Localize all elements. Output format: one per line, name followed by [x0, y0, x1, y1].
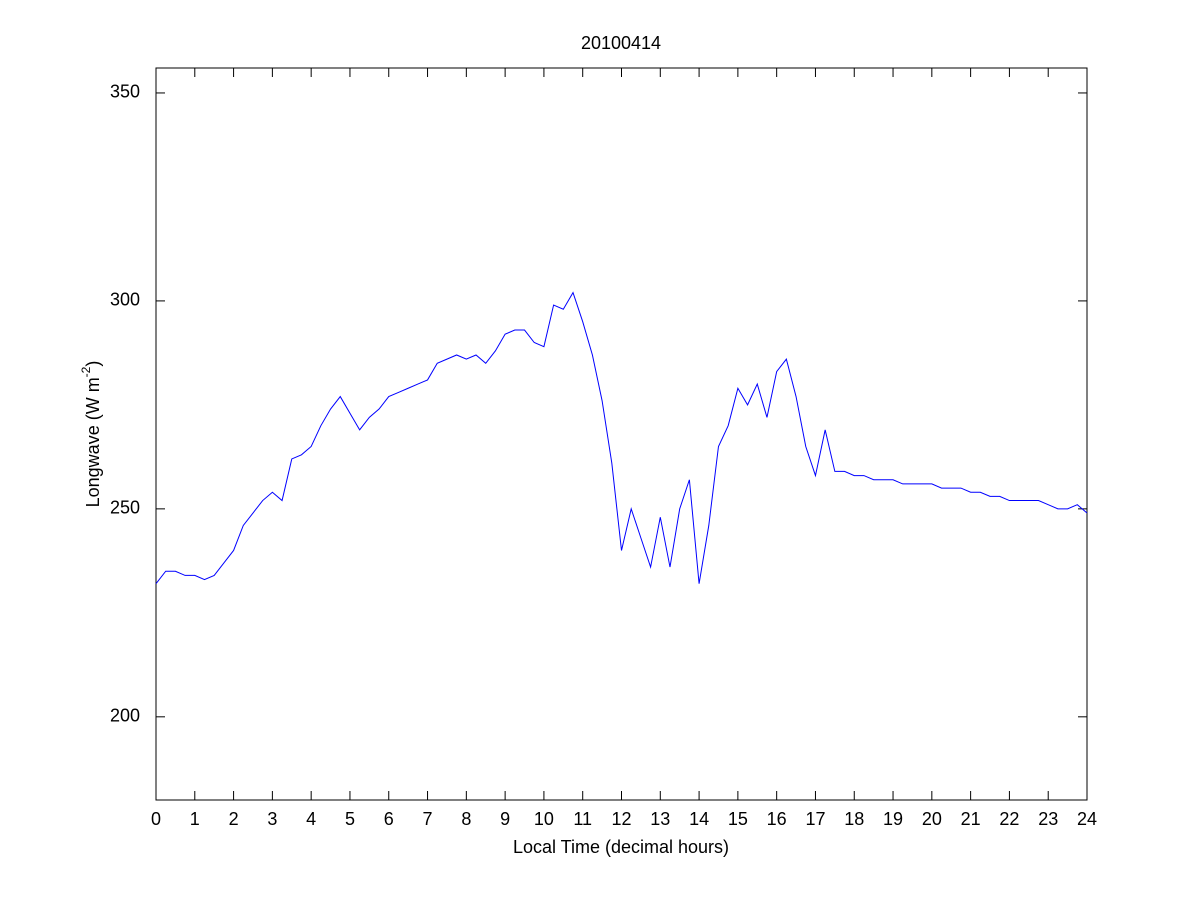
y-tick-label: 250 — [110, 498, 140, 518]
x-tick-label: 24 — [1077, 809, 1097, 829]
x-tick-label: 3 — [267, 809, 277, 829]
x-tick-label: 13 — [650, 809, 670, 829]
x-tick-label: 10 — [534, 809, 554, 829]
x-tick-label: 23 — [1038, 809, 1058, 829]
x-tick-label: 14 — [689, 809, 709, 829]
x-tick-label: 17 — [805, 809, 825, 829]
x-tick-label: 2 — [229, 809, 239, 829]
x-tick-label: 16 — [767, 809, 787, 829]
y-axis-label: Longwave (W m-2) — [79, 361, 103, 508]
x-tick-label: 0 — [151, 809, 161, 829]
data-line — [155, 291, 1088, 585]
x-tick-label: 1 — [190, 809, 200, 829]
x-tick-label: 4 — [306, 809, 316, 829]
plot-frame — [155, 67, 1088, 801]
y-tick-label: 300 — [110, 290, 140, 310]
x-tick-label: 18 — [844, 809, 864, 829]
y-tick-label: 350 — [110, 82, 140, 102]
x-tick-label: 7 — [423, 809, 433, 829]
x-tick-label: 8 — [461, 809, 471, 829]
x-tick-label: 6 — [384, 809, 394, 829]
x-tick-label: 11 — [573, 809, 592, 829]
x-tick-label: 15 — [728, 809, 748, 829]
chart-title: 20100414 — [581, 33, 661, 53]
y-tick-label: 200 — [110, 706, 140, 726]
x-tick-label: 22 — [999, 809, 1019, 829]
x-tick-label: 19 — [883, 809, 903, 829]
x-tick-label: 9 — [500, 809, 510, 829]
x-tick-label: 20 — [922, 809, 942, 829]
x-tick-label: 12 — [611, 809, 631, 829]
x-axis-label: Local Time (decimal hours) — [513, 837, 729, 857]
x-tick-label: 5 — [345, 809, 355, 829]
x-tick-label: 21 — [961, 809, 981, 829]
